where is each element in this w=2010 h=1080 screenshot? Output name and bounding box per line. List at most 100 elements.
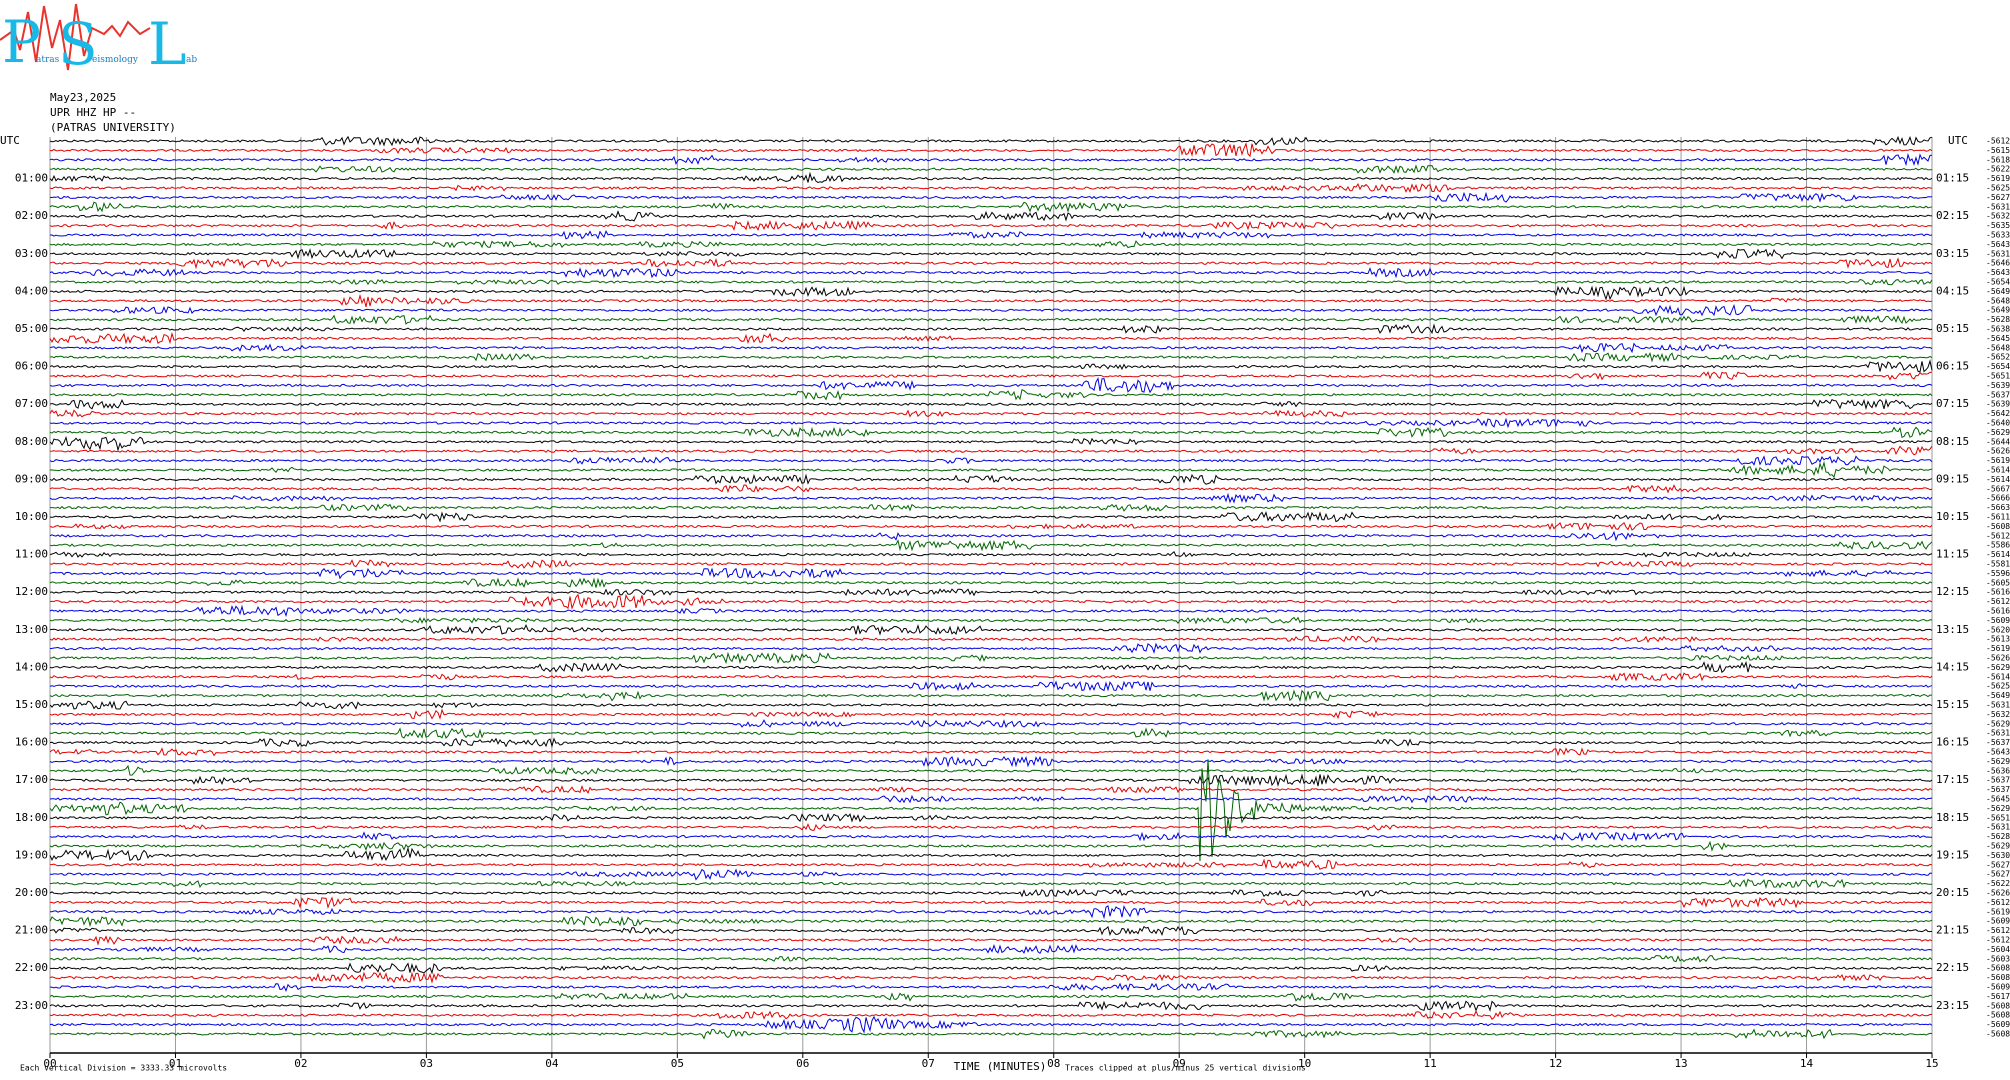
clip-note: Traces clipped at plus/minus 25 vertical… xyxy=(1065,1064,1306,1073)
trace-offset: -5608 xyxy=(1986,522,2010,531)
trace xyxy=(49,530,1933,542)
trace xyxy=(49,642,1933,654)
trace xyxy=(49,164,1933,174)
x-tick-label: 06 xyxy=(796,1057,809,1070)
trace xyxy=(49,152,1933,167)
trace xyxy=(49,455,1933,466)
trace xyxy=(49,376,1933,394)
trace xyxy=(49,303,1933,317)
right-hour-label: 14:15 xyxy=(1936,660,1969,673)
trace-offset: -5626 xyxy=(1986,654,2010,663)
trace xyxy=(49,604,1933,618)
trace-offset: -5612 xyxy=(1986,531,2010,540)
trace-offset: -5626 xyxy=(1986,889,2010,898)
trace xyxy=(49,925,1933,937)
trace-offset: -5649 xyxy=(1986,287,2010,296)
trace xyxy=(50,896,1933,909)
trace-offset: -5635 xyxy=(1986,221,2010,230)
right-hour-label: 07:15 xyxy=(1936,397,1969,410)
trace xyxy=(49,672,1933,682)
right-hour-label: 23:15 xyxy=(1936,999,1969,1012)
left-hour-label: 18:00 xyxy=(15,811,48,824)
trace-offset: -5637 xyxy=(1986,738,2010,747)
trace-offset: -5640 xyxy=(1986,419,2010,428)
trace xyxy=(50,229,1933,240)
x-tick-label: 07 xyxy=(922,1057,935,1070)
trace-offset: -5612 xyxy=(1986,926,2010,935)
trace-offset: -5631 xyxy=(1986,823,2010,832)
logo-word: ab xyxy=(186,55,197,65)
trace xyxy=(49,323,1933,335)
trace xyxy=(49,888,1933,898)
left-hour-label: 21:00 xyxy=(15,924,48,937)
left-hour-label: 06:00 xyxy=(15,360,48,373)
trace xyxy=(50,651,1933,665)
right-hour-label: 22:15 xyxy=(1936,961,1969,974)
trace xyxy=(49,593,1933,611)
trace-offset: -5627 xyxy=(1986,193,2010,202)
trace-offset: -5617 xyxy=(1986,992,2010,1001)
trace xyxy=(49,183,1933,193)
trace-offset: -5614 xyxy=(1986,672,2010,681)
trace-offset: -5637 xyxy=(1986,785,2010,794)
trace-offset: -5645 xyxy=(1986,334,2010,343)
left-hour-label: 08:00 xyxy=(15,435,48,448)
trace-offset: -5648 xyxy=(1986,296,2010,305)
x-tick-label: 11 xyxy=(1424,1057,1437,1070)
x-tick-label: 12 xyxy=(1549,1057,1562,1070)
left-hour-label: 11:00 xyxy=(15,548,48,561)
trace-offset: -5609 xyxy=(1986,983,2010,992)
x-tick-label: 01 xyxy=(169,1057,182,1070)
trace-offset: -5618 xyxy=(1986,155,2010,164)
left-hour-label: 09:00 xyxy=(15,472,48,485)
trace-offset: -5608 xyxy=(1986,1001,2010,1010)
trace-offset: -5612 xyxy=(1986,137,2010,146)
trace xyxy=(49,567,1933,580)
trace xyxy=(49,840,1933,852)
right-hour-label: 02:15 xyxy=(1936,209,1969,222)
date: May23,2025 xyxy=(50,91,116,104)
x-tick-label: 04 xyxy=(545,1057,559,1070)
trace xyxy=(49,635,1933,644)
left-hour-label: 10:00 xyxy=(15,510,48,523)
trace xyxy=(49,240,1933,249)
trace-offset: -5604 xyxy=(1986,945,2010,954)
trace-offset: -5648 xyxy=(1986,343,2010,352)
left-hour-label: 23:00 xyxy=(15,999,48,1012)
trace-offset: -5611 xyxy=(1986,513,2010,522)
trace-offset: -5639 xyxy=(1986,381,2010,390)
trace xyxy=(49,577,1933,588)
trace-offset: -5616 xyxy=(1986,588,2010,597)
trace-offset: -5608 xyxy=(1986,1011,2010,1020)
trace-offset: -5637 xyxy=(1986,776,2010,785)
trace xyxy=(49,559,1933,569)
trace xyxy=(49,915,1933,928)
trace xyxy=(49,737,1933,748)
trace-offset: -5612 xyxy=(1986,936,2010,945)
trace-offset: -5637 xyxy=(1986,390,2010,399)
trace-offset: -5631 xyxy=(1986,729,2010,738)
trace xyxy=(49,868,1933,881)
trace xyxy=(49,794,1933,804)
logo-letter: S xyxy=(58,10,98,78)
trace-offset: -5622 xyxy=(1986,879,2010,888)
left-hour-label: 19:00 xyxy=(15,848,48,861)
trace-offset: -5608 xyxy=(1986,1030,2010,1039)
trace xyxy=(49,342,1933,354)
right-hour-label: 19:15 xyxy=(1936,848,1969,861)
trace xyxy=(49,773,1933,788)
trace xyxy=(49,764,1933,776)
logo-letter: P xyxy=(2,8,41,76)
left-hour-label: 01:00 xyxy=(15,172,48,185)
right-hour-label: 11:15 xyxy=(1936,548,1969,561)
trace-offset: -5643 xyxy=(1986,748,2010,757)
trace-offset: -5612 xyxy=(1986,597,2010,606)
left-hour-label: 04:00 xyxy=(15,284,48,297)
trace-offset: -5644 xyxy=(1986,437,2010,446)
right-hour-label: 05:15 xyxy=(1936,322,1969,335)
trace xyxy=(49,539,1933,552)
x-tick-label: 03 xyxy=(420,1057,433,1070)
trace xyxy=(49,426,1933,438)
organization: (PATRAS UNIVERSITY) xyxy=(50,121,176,134)
trace-offset: -5651 xyxy=(1986,372,2010,381)
